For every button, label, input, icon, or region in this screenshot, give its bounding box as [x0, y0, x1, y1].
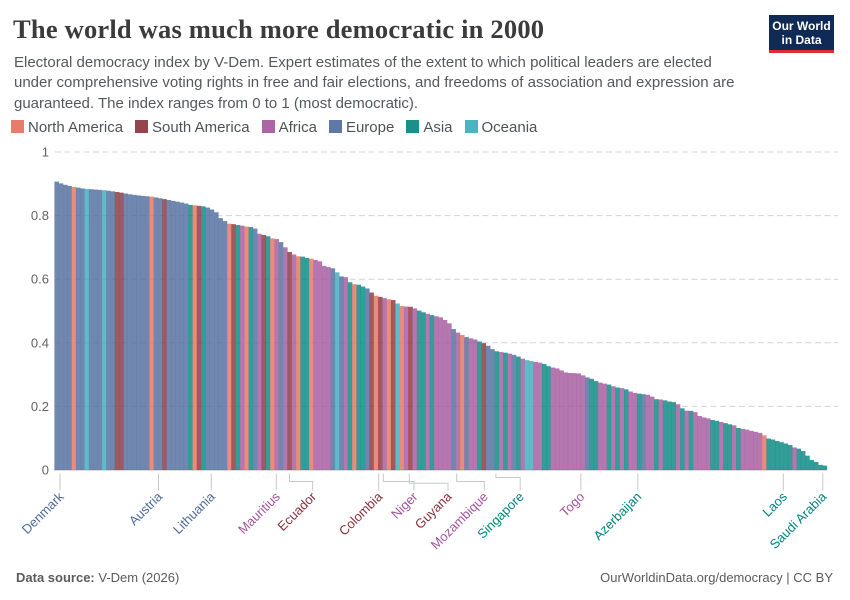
svg-text:Denmark: Denmark: [19, 489, 67, 537]
svg-text:Mauritius: Mauritius: [235, 489, 283, 537]
svg-text:Colombia: Colombia: [336, 488, 386, 538]
svg-text:Ecuador: Ecuador: [274, 489, 319, 534]
svg-text:0.4: 0.4: [31, 335, 49, 350]
svg-text:0.2: 0.2: [31, 399, 49, 414]
svg-text:0: 0: [42, 463, 49, 478]
svg-text:Lithuania: Lithuania: [170, 488, 218, 536]
svg-text:Laos: Laos: [759, 489, 790, 520]
svg-text:Azerbaijan: Azerbaijan: [590, 489, 644, 543]
svg-text:0.6: 0.6: [31, 272, 49, 287]
svg-text:Togo: Togo: [557, 489, 588, 520]
svg-text:1: 1: [42, 145, 49, 160]
svg-text:0.8: 0.8: [31, 208, 49, 223]
svg-text:Austria: Austria: [126, 488, 166, 528]
